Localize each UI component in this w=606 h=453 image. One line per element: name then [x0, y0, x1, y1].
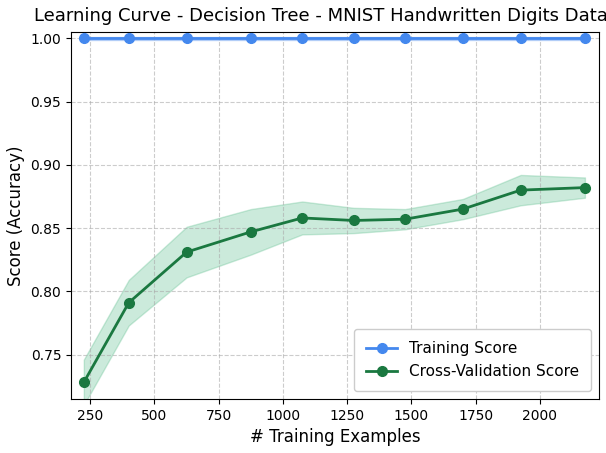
Line: Cross-Validation Score: Cross-Validation Score	[79, 183, 590, 387]
Legend: Training Score, Cross-Validation Score: Training Score, Cross-Validation Score	[354, 329, 591, 391]
Training Score	[183, 36, 190, 41]
Training Score	[80, 36, 87, 41]
Training Score	[517, 36, 524, 41]
X-axis label: # Training Examples: # Training Examples	[250, 428, 421, 446]
Cross-Validation Score	[459, 207, 467, 212]
Cross-Validation Score	[80, 380, 87, 385]
Training Score	[125, 36, 133, 41]
Training Score	[299, 36, 306, 41]
Cross-Validation Score	[125, 300, 133, 305]
Line: Training Score: Training Score	[79, 34, 590, 43]
Cross-Validation Score	[350, 218, 358, 223]
Y-axis label: Score (Accuracy): Score (Accuracy)	[7, 145, 25, 286]
Title: Learning Curve - Decision Tree - MNIST Handwritten Digits Dataset: Learning Curve - Decision Tree - MNIST H…	[35, 7, 606, 25]
Cross-Validation Score	[183, 249, 190, 255]
Training Score	[401, 36, 408, 41]
Training Score	[247, 36, 255, 41]
Training Score	[350, 36, 358, 41]
Training Score	[459, 36, 467, 41]
Cross-Validation Score	[581, 185, 588, 190]
Training Score	[581, 36, 588, 41]
Cross-Validation Score	[247, 229, 255, 235]
Cross-Validation Score	[401, 217, 408, 222]
Cross-Validation Score	[517, 188, 524, 193]
Cross-Validation Score	[299, 215, 306, 221]
